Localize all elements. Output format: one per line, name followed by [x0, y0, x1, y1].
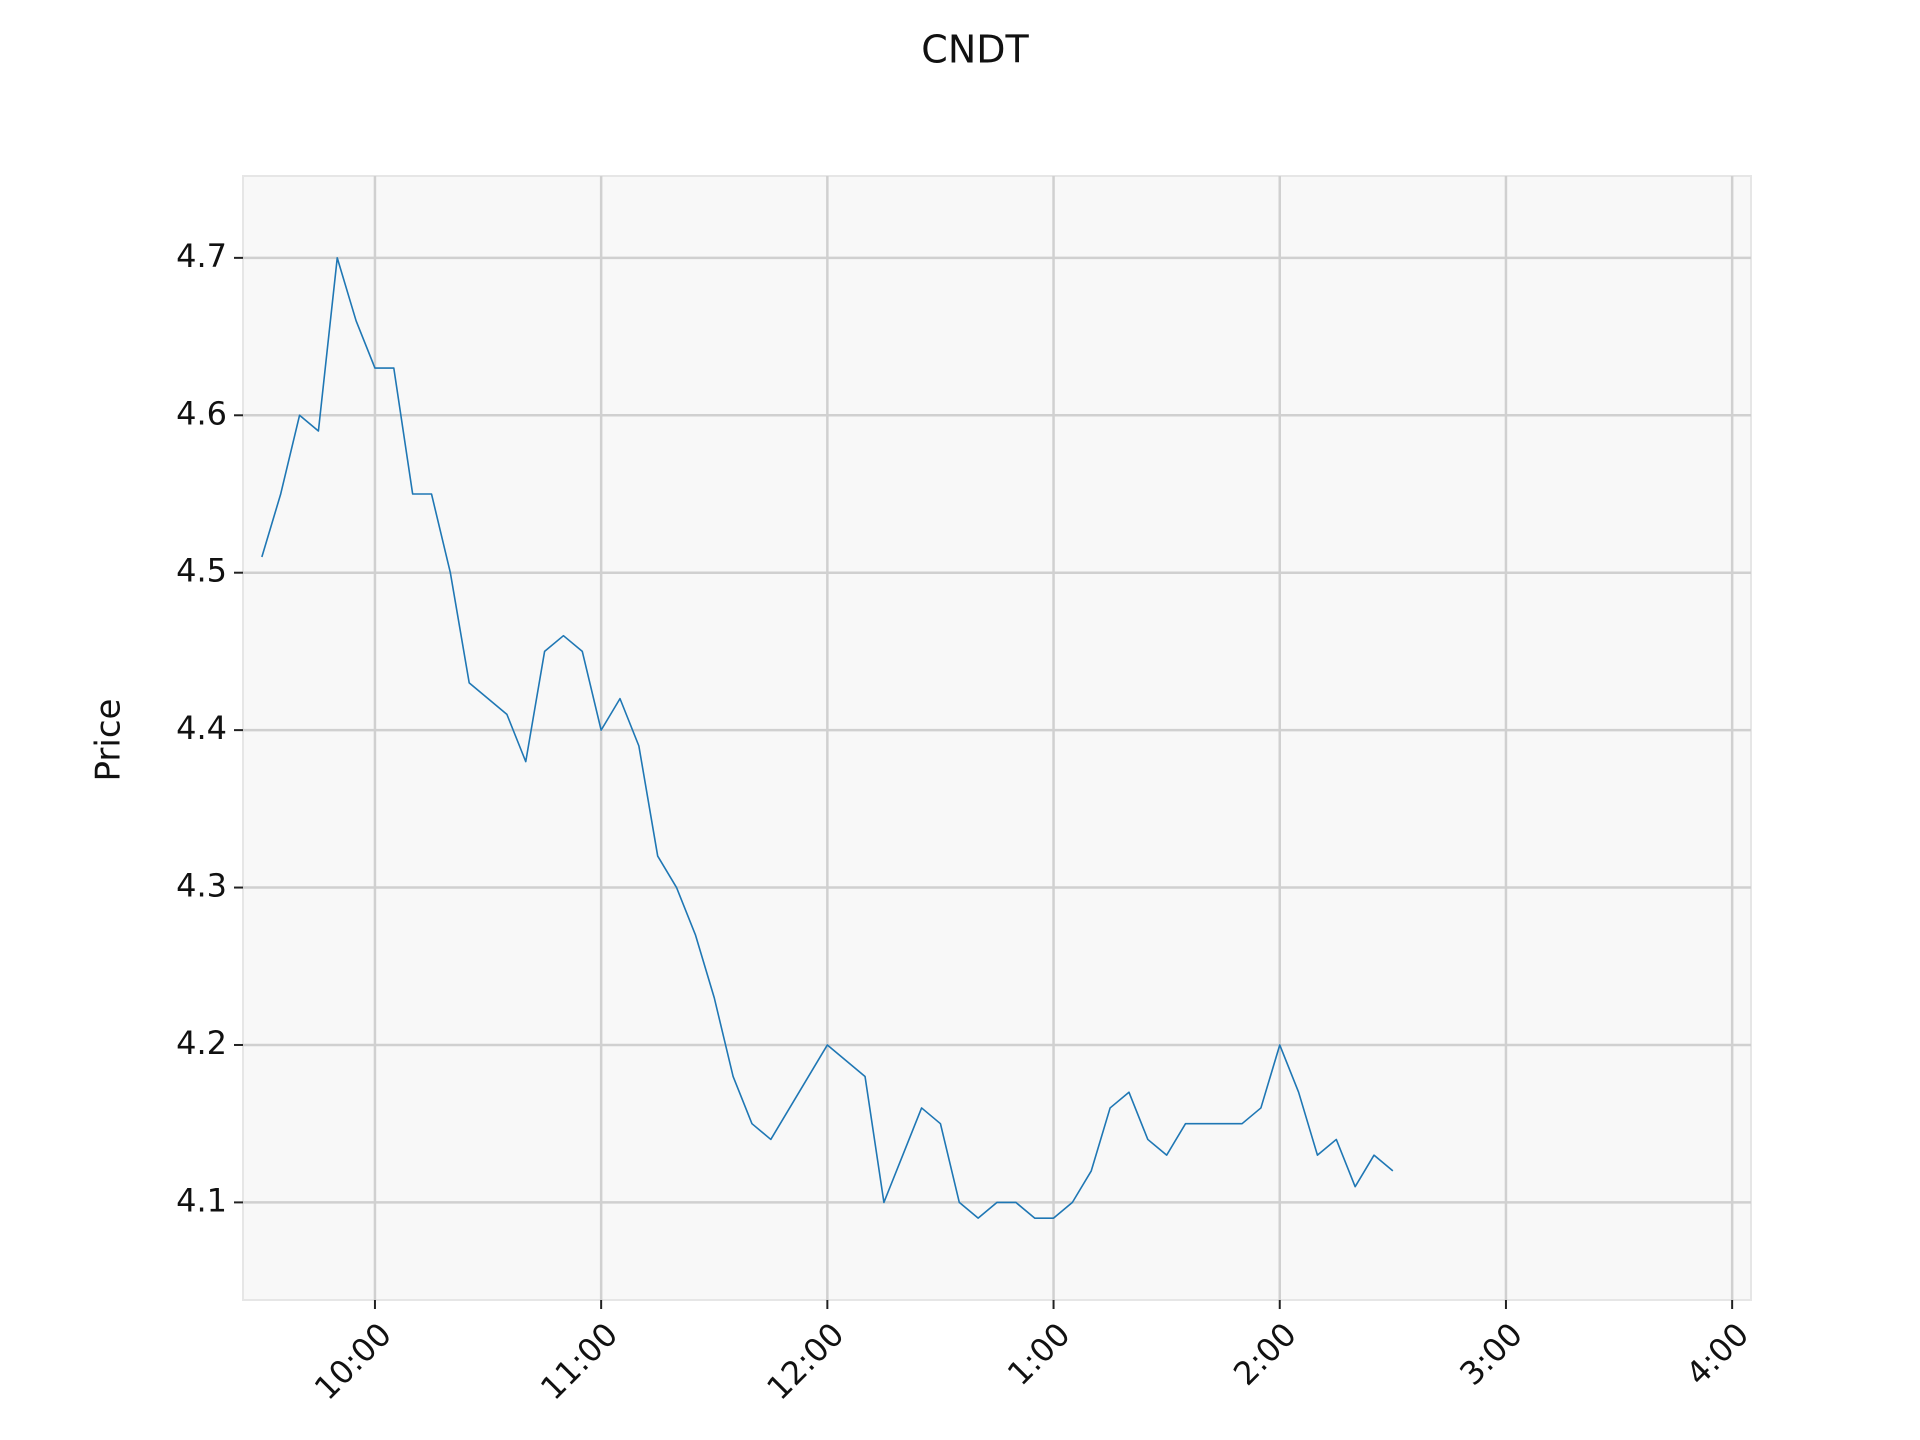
y-tick-label: 4.5: [176, 552, 227, 590]
y-tick-label: 4.3: [176, 867, 227, 905]
x-tick-label: 2:00: [1226, 1315, 1304, 1393]
y-tick-label: 4.2: [176, 1024, 227, 1062]
chart-title: CNDT: [921, 28, 1029, 72]
plot-area: [242, 175, 1752, 1301]
price-line: [261, 257, 1394, 1219]
x-tick-label: 4:00: [1678, 1315, 1756, 1393]
y-axis-label: Price: [89, 699, 129, 782]
y-tick-label: 4.7: [176, 237, 227, 275]
y-tick-label: 4.1: [176, 1181, 227, 1219]
x-tick-label: 11:00: [533, 1315, 625, 1407]
x-tick-label: 12:00: [759, 1315, 851, 1407]
y-tick-label: 4.6: [176, 394, 227, 432]
y-tick-label: 4.4: [176, 709, 227, 747]
x-tick-label: 1:00: [1000, 1315, 1078, 1393]
x-tick-label: 10:00: [307, 1315, 399, 1407]
x-tick-label: 3:00: [1452, 1315, 1530, 1393]
